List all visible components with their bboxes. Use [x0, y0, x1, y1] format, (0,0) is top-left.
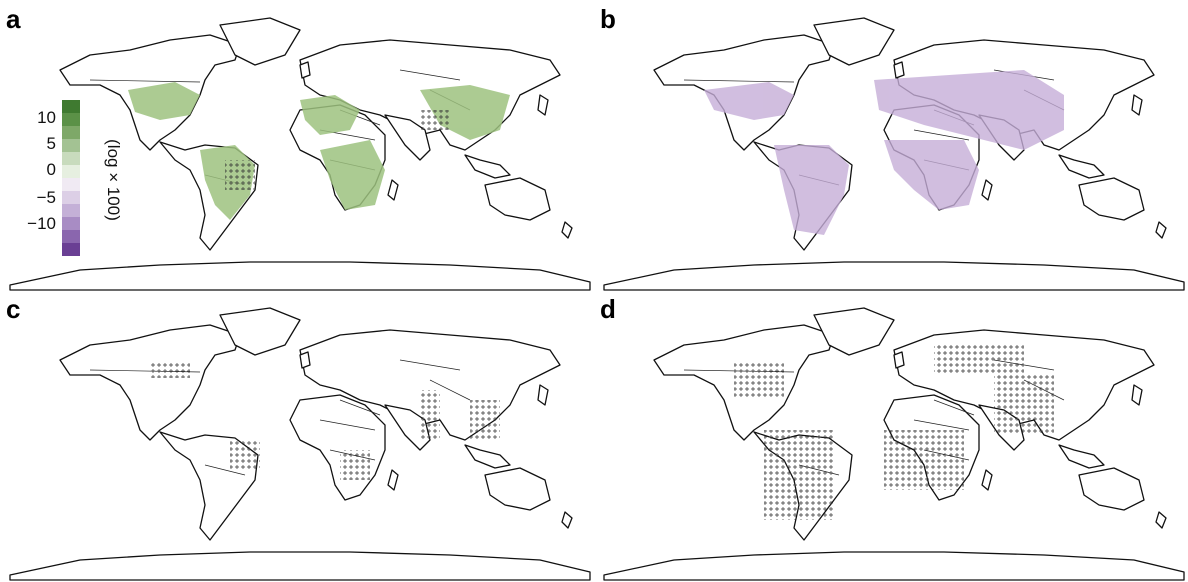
world-map-d	[603, 307, 1185, 581]
hatch-a	[225, 110, 450, 190]
land-outline	[9, 307, 591, 581]
colorbar: 10 5 0 −5 −10 (log × 100)	[20, 95, 130, 265]
panel-d: d	[594, 290, 1188, 582]
colorbar-tick-label: 5	[47, 134, 56, 153]
panel-a: a	[0, 0, 594, 291]
colorbar-swatch	[62, 139, 80, 152]
panel-a-label: a	[6, 4, 21, 34]
colorbar-swatch	[62, 152, 80, 165]
colorbar-tick-label: −5	[37, 188, 56, 207]
panel-b-label: b	[600, 4, 616, 34]
colorbar-swatch	[62, 243, 80, 256]
colorbar-swatch	[62, 178, 80, 191]
colorbar-tick-label: 10	[37, 108, 56, 127]
colorbar-swatch	[62, 217, 80, 230]
hatch-c	[150, 362, 500, 480]
hatch-d	[734, 345, 1054, 520]
colorbar-swatch	[62, 165, 80, 178]
panel-c-label: c	[6, 294, 21, 324]
colorbar-svg: 10 5 0 −5 −10 (log × 100)	[27, 100, 123, 256]
panel-d-label: d	[600, 294, 616, 324]
colorbar-tick-label: −10	[27, 214, 56, 233]
purple-shading	[704, 70, 1064, 235]
colorbar-tick-label: 0	[47, 160, 56, 179]
world-map-a	[9, 17, 591, 291]
colorbar-swatch	[62, 100, 80, 113]
world-map-b	[603, 17, 1185, 291]
colorbar-swatch	[62, 113, 80, 126]
colorbar-swatch	[62, 204, 80, 217]
colorbar-swatch	[62, 191, 80, 204]
colorbar-unit-label: (log × 100)	[104, 139, 123, 221]
colorbar-swatch	[62, 230, 80, 243]
panel-c: c	[0, 290, 594, 582]
world-map-c	[9, 307, 591, 581]
colorbar-swatch	[62, 126, 80, 139]
panel-b: b	[594, 0, 1188, 291]
